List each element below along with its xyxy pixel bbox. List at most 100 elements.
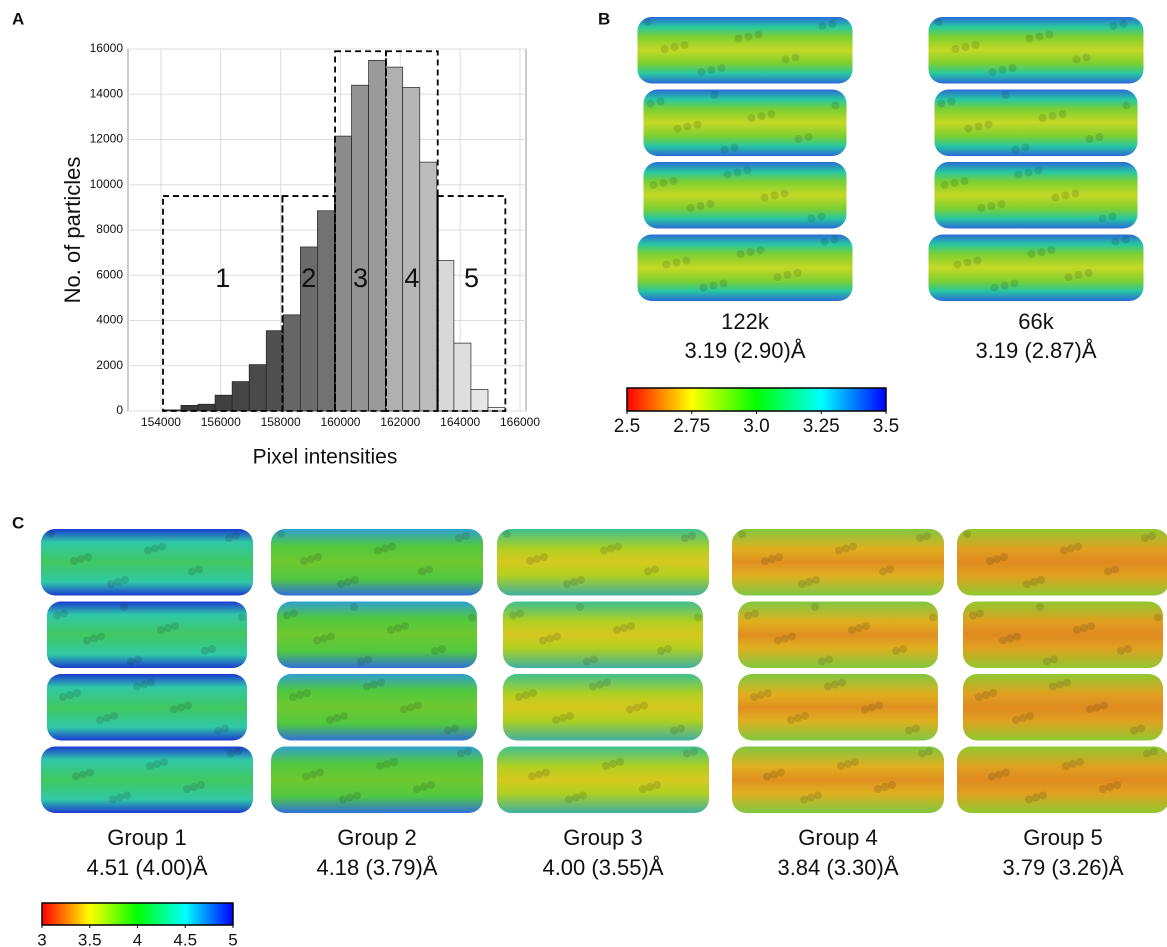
- density-map: [928, 17, 1144, 301]
- map-texture: [1069, 760, 1077, 768]
- map-texture: [1000, 281, 1009, 290]
- map-texture: [539, 636, 547, 645]
- map-texture: [546, 634, 554, 643]
- map-texture: [881, 783, 889, 791]
- map-texture: [892, 647, 900, 655]
- map-texture: [1095, 133, 1104, 141]
- map-texture: [401, 622, 409, 630]
- map-texture: [680, 41, 689, 49]
- map-texture: [768, 555, 776, 563]
- map-ring: [41, 746, 253, 813]
- map-texture: [633, 703, 641, 712]
- map-resolution: 3.84 (3.30)Å: [777, 855, 898, 880]
- panel-label: A: [12, 9, 24, 28]
- map-texture: [1012, 716, 1020, 724]
- map-texture: [997, 200, 1006, 208]
- map-texture: [353, 791, 361, 800]
- map-texture: [66, 691, 74, 699]
- map-texture: [886, 565, 894, 574]
- map-texture: [394, 624, 402, 632]
- map-texture: [760, 193, 769, 202]
- map-texture: [1111, 565, 1119, 574]
- map-ring: [963, 601, 1163, 668]
- map-texture: [566, 712, 574, 720]
- map-texture: [973, 256, 982, 265]
- map-texture: [710, 91, 719, 99]
- colorbar-tick-label: 5: [228, 930, 237, 947]
- map-texture: [824, 682, 832, 691]
- map-texture: [794, 135, 803, 143]
- colorbar: [626, 387, 887, 412]
- colorbar-tick-label: 3.25: [803, 416, 840, 437]
- map-texture: [670, 43, 679, 51]
- map-texture: [1049, 682, 1057, 691]
- colorbar-tick-label: 3: [37, 930, 46, 947]
- map-texture: [1037, 248, 1046, 256]
- map-texture: [1010, 279, 1019, 288]
- map-texture: [744, 32, 753, 41]
- map-texture: [987, 202, 996, 210]
- map-texture: [413, 785, 421, 793]
- map-texture: [1025, 34, 1034, 43]
- colorbar-tick-label: 2.75: [673, 416, 710, 437]
- map-texture: [559, 714, 567, 722]
- map-texture: [644, 567, 652, 576]
- density-map: [732, 529, 944, 813]
- map-texture: [277, 530, 285, 538]
- map-texture: [814, 791, 822, 800]
- map-texture: [662, 260, 671, 269]
- map-texture: [1045, 30, 1054, 39]
- map-texture: [1063, 678, 1071, 687]
- bar: [385, 66, 404, 412]
- density-map: [957, 529, 1167, 813]
- colorbar-tick-label: 2.5: [614, 416, 640, 437]
- map-texture: [825, 655, 833, 664]
- map-texture: [960, 177, 969, 185]
- map-texture: [923, 532, 931, 540]
- map-texture: [72, 772, 80, 781]
- map-texture: [646, 783, 654, 791]
- map-texture: [77, 555, 85, 563]
- map-texture: [515, 693, 523, 701]
- map-ring: [637, 234, 853, 301]
- map-texture: [170, 705, 178, 714]
- map-texture: [929, 613, 937, 622]
- map-texture: [820, 237, 829, 246]
- map-texture: [1002, 768, 1010, 777]
- map-texture: [327, 632, 335, 641]
- map-texture: [1067, 544, 1075, 553]
- map-texture: [905, 726, 913, 735]
- map-texture: [1013, 632, 1021, 641]
- map-texture: [1104, 567, 1112, 576]
- map-texture: [770, 770, 778, 779]
- map-texture: [73, 689, 81, 697]
- map-texture: [614, 542, 622, 551]
- map-texture: [1098, 214, 1107, 223]
- map-texture: [195, 565, 203, 574]
- bar: [214, 394, 233, 412]
- map-ring: [271, 529, 483, 596]
- y-tick-label: 6000: [96, 267, 123, 281]
- bar: [282, 314, 301, 412]
- map-texture: [232, 532, 240, 540]
- map-texture: [183, 785, 191, 793]
- map-texture: [1021, 143, 1030, 152]
- map-texture: [1150, 747, 1158, 756]
- map-texture: [1109, 22, 1118, 30]
- map-texture: [339, 795, 347, 804]
- map-texture: [1035, 32, 1044, 41]
- map-texture: [1058, 110, 1067, 118]
- map-texture: [734, 34, 743, 43]
- bar: [265, 330, 284, 412]
- y-tick-label: 10000: [90, 177, 124, 191]
- map-texture: [1062, 762, 1070, 770]
- map-texture: [783, 271, 792, 279]
- x-axis-label: Pixel intensities: [253, 446, 398, 469]
- map-texture: [916, 534, 924, 542]
- map-texture: [831, 101, 840, 110]
- map-texture: [387, 626, 395, 634]
- map-texture: [993, 555, 1001, 563]
- map-texture: [86, 768, 94, 777]
- map-texture: [818, 657, 826, 666]
- map-texture: [234, 747, 242, 756]
